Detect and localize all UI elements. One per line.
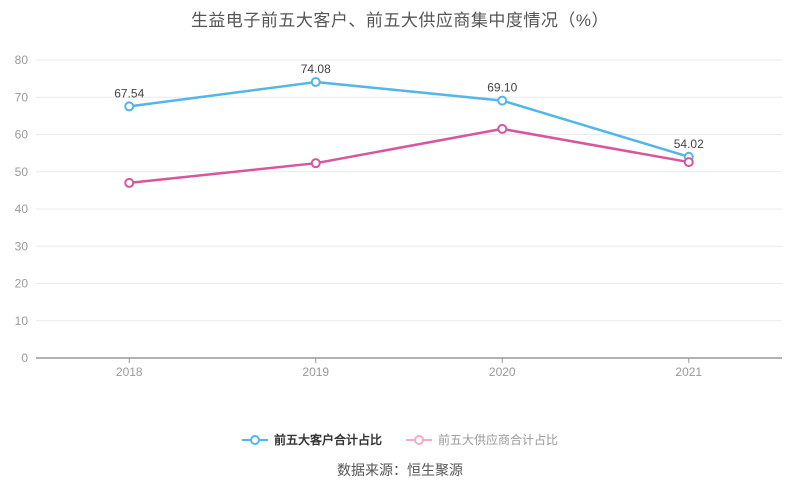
x-axis-tick-label: 2020 (489, 365, 516, 379)
x-axis-tick-label: 2019 (302, 365, 329, 379)
y-axis-tick-label: 80 (15, 53, 29, 67)
y-axis-tick-label: 40 (15, 202, 29, 216)
data-point[interactable] (124, 177, 135, 188)
data-point[interactable] (310, 158, 321, 169)
data-point[interactable] (497, 95, 508, 106)
plot-area: 0 10 20 30 40 50 60 70 80 2018 2019 2020 2021 67.54 74… (15, 53, 782, 379)
y-axis-tick-label: 60 (15, 128, 29, 142)
line-series-icon (241, 435, 268, 445)
chart-title: 生益电子前五大客户、前五大供应商集中度情况（%） (190, 11, 610, 30)
legend-item-top5-customers[interactable]: 前五大客户合计占比 (241, 433, 382, 447)
legend: 前五大客户合计占比 前五大供应商合计占比 (0, 433, 800, 447)
y-axis-tick-label: 10 (15, 314, 29, 328)
series-line (128, 127, 690, 185)
data-source-note: 数据来源：恒生聚源 (337, 462, 463, 478)
y-axis-tick-label: 20 (15, 277, 29, 291)
y-axis-tick-label: 30 (15, 239, 29, 253)
y-axis-tick-label: 0 (21, 351, 28, 365)
x-axis-tick-label: 2018 (116, 365, 143, 379)
series-line (128, 80, 690, 159)
data-point[interactable] (683, 157, 694, 168)
y-axis-tick-label: 70 (15, 90, 29, 104)
data-point-label: 74.08 (301, 62, 331, 76)
data-point-label: 67.54 (114, 86, 144, 100)
data-point-label: 54.02 (674, 137, 704, 151)
data-point[interactable] (310, 77, 321, 88)
legend-label-top5-customers: 前五大客户合计占比 (273, 433, 382, 447)
legend-item-top5-suppliers[interactable]: 前五大供应商合计占比 (406, 433, 558, 447)
data-point[interactable] (497, 123, 508, 134)
data-point[interactable] (124, 101, 135, 112)
line-series-icon (406, 435, 432, 445)
y-axis-tick-label: 50 (15, 165, 29, 179)
legend-label-top5-suppliers: 前五大供应商合计占比 (438, 433, 559, 447)
data-point-label: 69.10 (487, 81, 517, 95)
x-axis-tick-label: 2021 (675, 365, 702, 379)
